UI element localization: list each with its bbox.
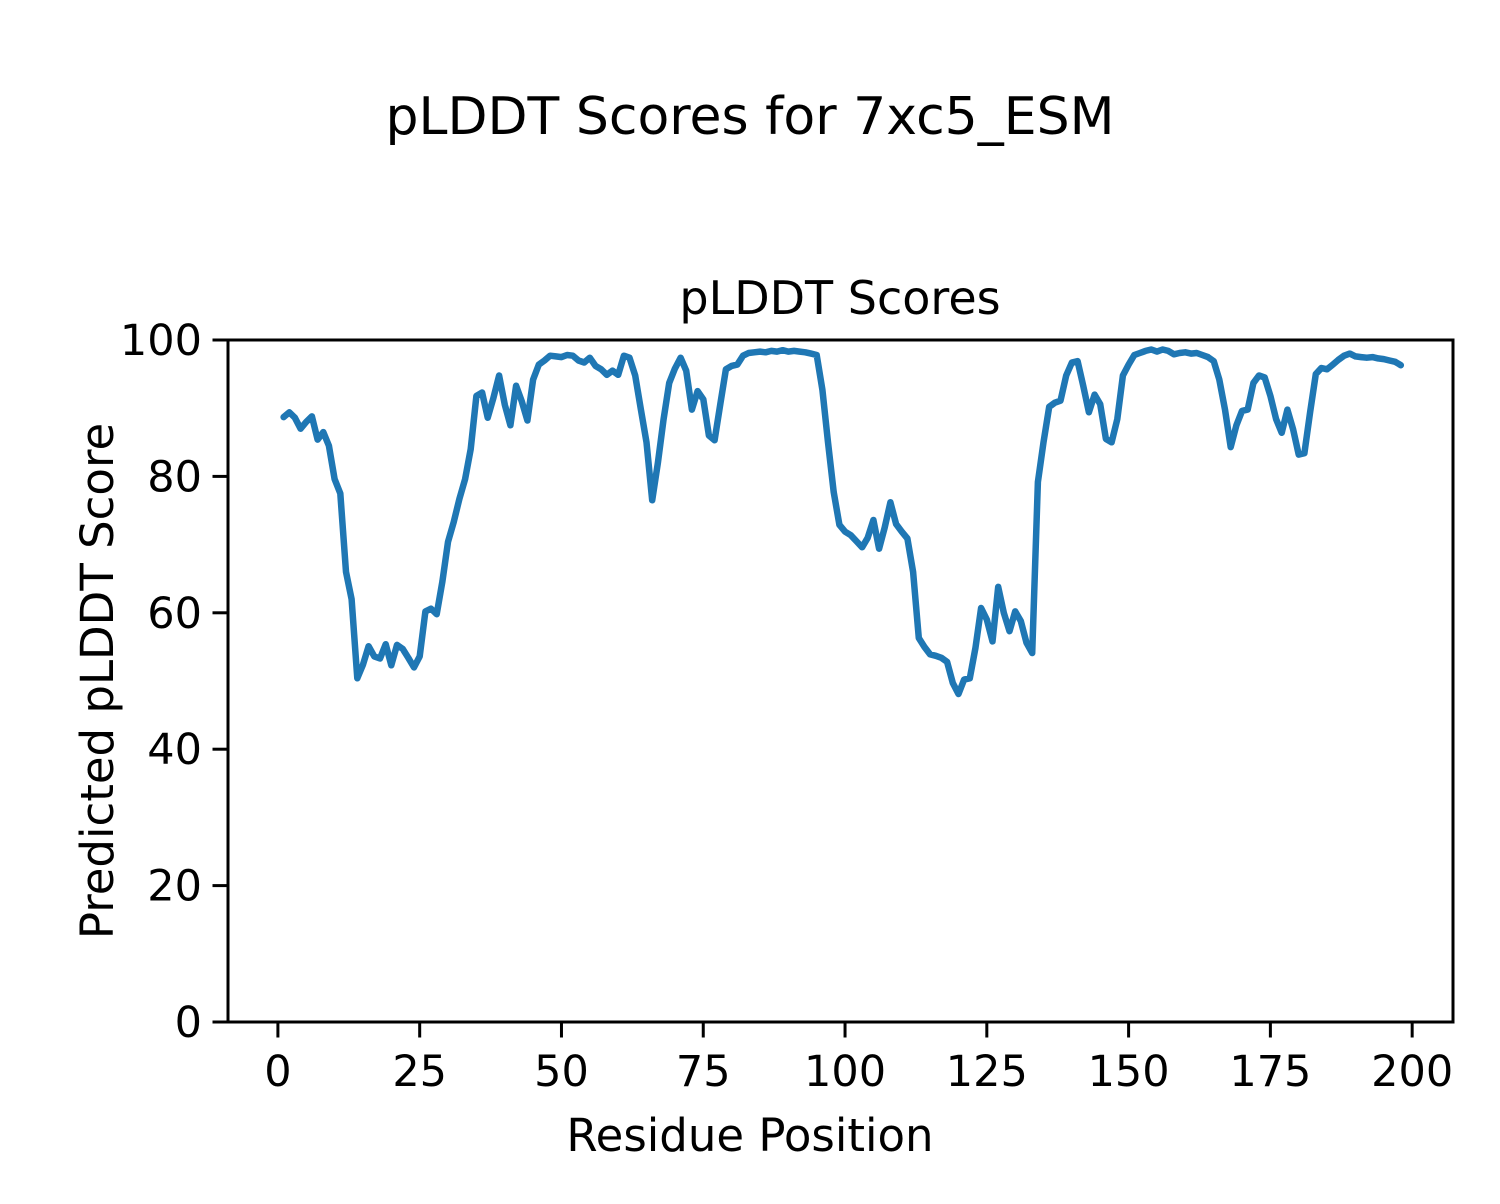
x-tick-label: 125 (946, 1047, 1028, 1097)
x-tick-label: 100 (804, 1047, 886, 1097)
figure-title: pLDDT Scores for 7xc5_ESM (385, 87, 1115, 147)
x-tick-label: 75 (676, 1047, 731, 1097)
axes-title: pLDDT Scores (679, 271, 1000, 325)
y-tick-label: 100 (120, 316, 202, 366)
x-tick-label: 175 (1229, 1047, 1311, 1097)
data-series (280, 346, 1405, 698)
x-tick-label: 200 (1371, 1047, 1453, 1097)
x-tick-label: 0 (264, 1047, 291, 1097)
x-axis-ticks: 0 25 50 75 100 125 150 175 200 (264, 1023, 1453, 1097)
x-tick-label: 25 (392, 1047, 447, 1097)
y-axis-ticks: 0 20 40 60 80 100 (120, 316, 227, 1048)
y-tick-label: 20 (147, 862, 202, 912)
axes-spines (226, 338, 1455, 1024)
x-tick-label: 150 (1088, 1047, 1170, 1097)
y-tick-label: 80 (147, 452, 202, 502)
y-tick-label: 60 (147, 589, 202, 639)
y-tick-label: 0 (175, 998, 202, 1048)
x-tick-label: 50 (534, 1047, 589, 1097)
y-tick-label: 40 (147, 725, 202, 775)
pldtt-line (280, 346, 1405, 698)
y-axis-label: Predicted pLDDT Score (71, 423, 124, 939)
x-axis-label: Residue Position (566, 1109, 933, 1162)
